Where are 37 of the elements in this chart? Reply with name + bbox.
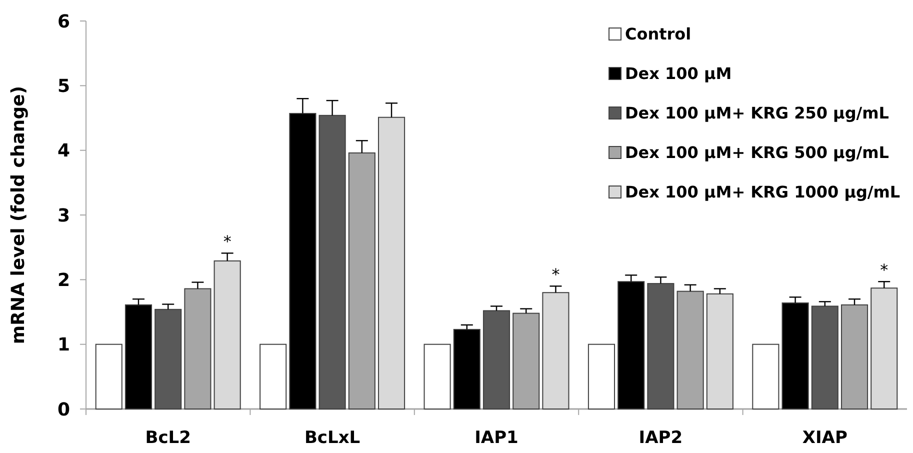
bar	[542, 292, 570, 410]
y-tick-label: 3	[57, 205, 70, 226]
bar	[95, 344, 122, 410]
bar	[214, 260, 241, 410]
bar	[811, 306, 838, 410]
y-tick-label: 1	[57, 334, 70, 356]
bar	[424, 344, 451, 410]
y-tick-label: 2	[57, 270, 70, 291]
x-tick-label: IAP2	[638, 428, 683, 448]
bar	[378, 116, 406, 410]
legend-label: Dex 100 μM+ KRG 500 μg/mL	[625, 143, 889, 162]
y-tick-label: 4	[57, 140, 70, 162]
bar	[588, 344, 616, 410]
data-label: *	[223, 232, 232, 252]
legend-label: Control	[625, 24, 692, 44]
bar	[706, 293, 734, 410]
x-tick-label: XIAP	[802, 428, 848, 448]
bar	[260, 344, 287, 410]
bar	[453, 328, 480, 410]
y-tick-label: 6	[57, 11, 70, 32]
data-label: *	[880, 260, 888, 280]
data-label: *	[552, 265, 560, 284]
bar	[318, 114, 346, 410]
x-tick-label: IAP1	[474, 428, 518, 448]
bar	[870, 288, 898, 410]
x-tick-label: BcLxL	[304, 428, 360, 448]
bar	[154, 308, 182, 410]
x-tick-label: BcL2	[145, 428, 191, 448]
y-tick-label: 0	[57, 399, 70, 420]
y-tick-label: 5	[57, 76, 70, 97]
bar	[647, 283, 674, 410]
bar	[482, 310, 510, 410]
legend-label: Dex 100 μM+ KRG 250 μg/mL	[625, 104, 889, 123]
bar	[752, 344, 780, 410]
legend-label: Dex 100 μM+ KRG 1000 μg/mL	[625, 182, 900, 202]
y-axis-title: mRNA level (fold change)	[8, 86, 29, 344]
legend-label: Dex 100 μM	[625, 64, 732, 84]
